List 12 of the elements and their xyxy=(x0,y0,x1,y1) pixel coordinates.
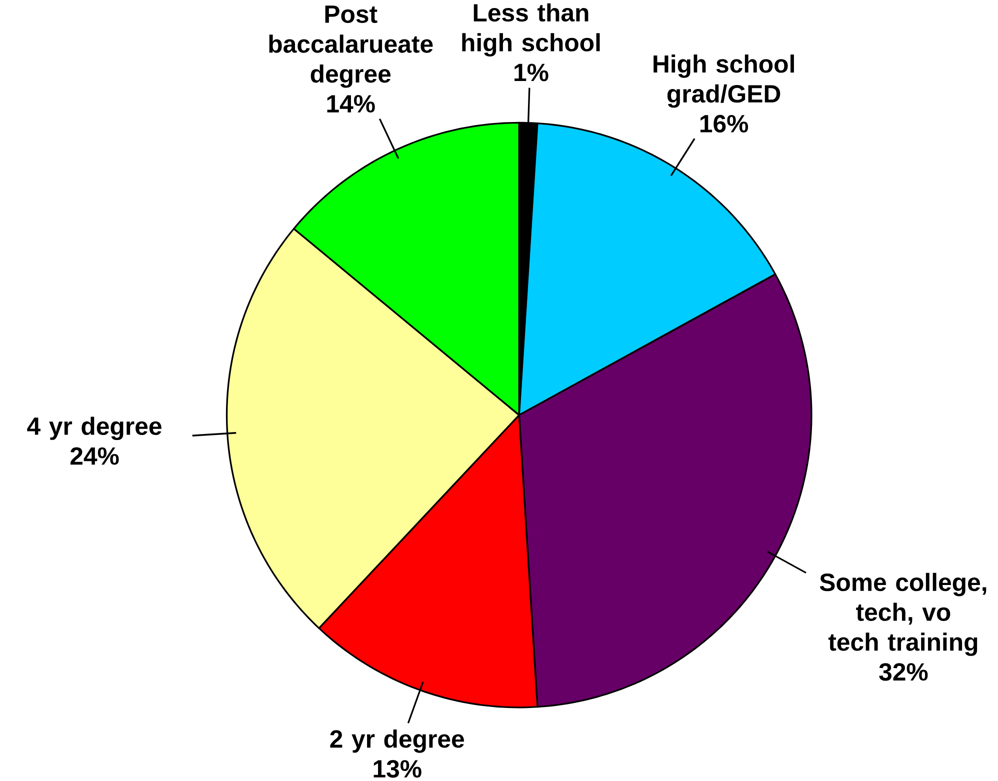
slice-label: Post baccalarueate degree xyxy=(269,6,433,88)
slice-label: 2 yr degree xyxy=(330,730,464,753)
slice-label: High school grad/GED xyxy=(654,54,794,108)
data-label: 24% xyxy=(70,447,119,465)
data-label: 32% xyxy=(879,663,928,681)
data-label: 14% xyxy=(327,95,375,113)
legend-label: 4 yr degree xyxy=(27,416,162,440)
data-label: 1% xyxy=(514,64,548,82)
slice-label: Some college, tech, vo tech training xyxy=(820,572,986,656)
data-label: 16% xyxy=(700,114,748,132)
data-label: 13% xyxy=(374,760,422,778)
slice-label: Less than high school xyxy=(462,3,600,56)
